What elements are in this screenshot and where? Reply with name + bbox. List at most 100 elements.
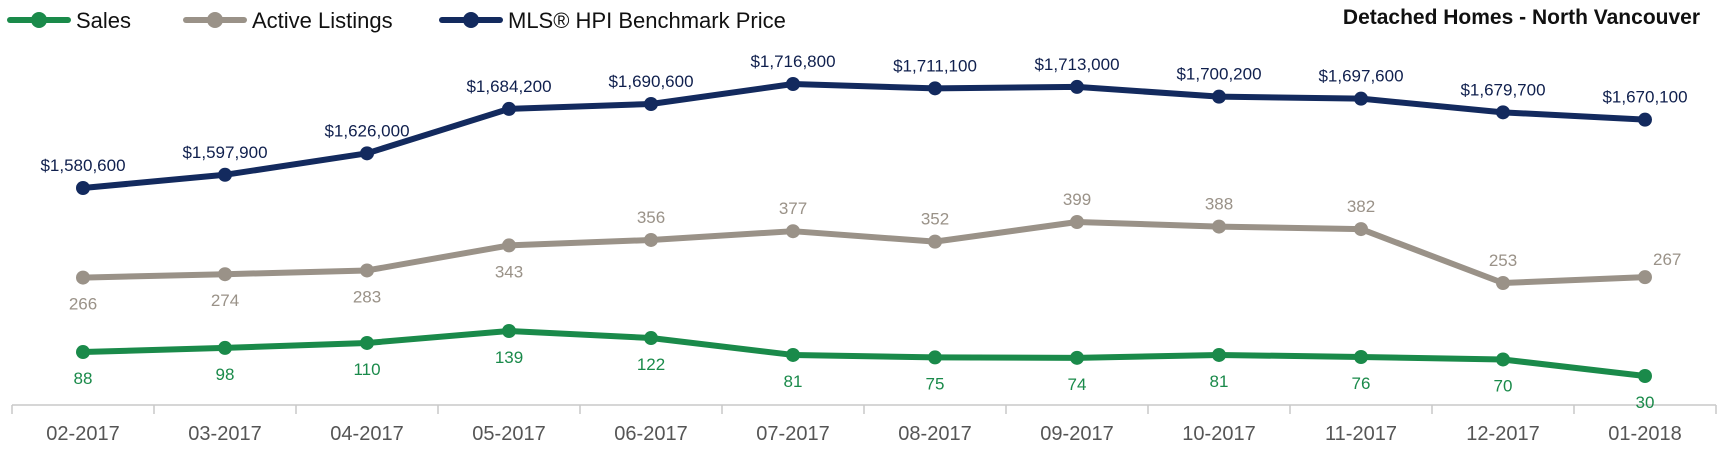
legend-item-mls-hpi-benchmark-price: MLS® HPI Benchmark Price bbox=[439, 8, 786, 33]
data-point bbox=[76, 181, 90, 195]
data-point bbox=[928, 350, 942, 365]
data-label: 98 bbox=[216, 365, 235, 384]
data-label: 377 bbox=[779, 199, 807, 218]
x-tick-label: 02-2017 bbox=[46, 423, 119, 445]
data-point bbox=[928, 81, 942, 96]
x-axis: 02-2017 03-2017 04-2017 05-2017 06-2017 07-20… bbox=[11, 404, 1717, 445]
legend-swatch-marker bbox=[463, 12, 479, 28]
x-tick-label: 09-2017 bbox=[1040, 423, 1113, 445]
data-point bbox=[644, 97, 658, 112]
x-tick-label: 07-2017 bbox=[756, 423, 829, 445]
series-line-sales bbox=[80, 328, 1648, 379]
data-point bbox=[218, 340, 232, 355]
data-label: $1,713,000 bbox=[1034, 55, 1119, 74]
data-point bbox=[644, 232, 658, 247]
data-label: 382 bbox=[1347, 197, 1375, 216]
data-label: $1,679,700 bbox=[1460, 80, 1545, 99]
data-point bbox=[1496, 105, 1510, 120]
x-tick-label: 11-2017 bbox=[1325, 423, 1397, 445]
data-label: 88 bbox=[74, 369, 93, 388]
data-point bbox=[1070, 350, 1084, 365]
data-point bbox=[1070, 79, 1084, 94]
data-label: 388 bbox=[1205, 195, 1233, 214]
x-tick-label: 10-2017 bbox=[1182, 423, 1255, 445]
data-label: $1,716,800 bbox=[750, 52, 835, 71]
x-tick-label: 06-2017 bbox=[614, 423, 687, 445]
legend-item-active-listings: Active Listings bbox=[183, 8, 393, 33]
x-tick-label: 08-2017 bbox=[898, 423, 971, 445]
data-point bbox=[1212, 219, 1226, 234]
data-label: 343 bbox=[495, 262, 523, 281]
data-point bbox=[1212, 347, 1226, 362]
data-point bbox=[360, 335, 374, 350]
data-point bbox=[76, 270, 90, 285]
data-label: $1,597,900 bbox=[182, 143, 267, 162]
data-label: 399 bbox=[1063, 190, 1091, 209]
data-point bbox=[1354, 350, 1368, 365]
data-label: $1,580,600 bbox=[40, 156, 125, 175]
legend-swatch-marker bbox=[207, 12, 223, 28]
data-point bbox=[1638, 369, 1652, 383]
legend-label: MLS® HPI Benchmark Price bbox=[508, 8, 786, 33]
data-point bbox=[360, 146, 374, 161]
series-sales: 88 98 110 139 122 81 75 74 81 76 70 30 bbox=[74, 324, 1655, 412]
series-line-mls-hpi-benchmark-price bbox=[80, 81, 1648, 191]
legend-label: Sales bbox=[76, 8, 131, 33]
data-point bbox=[1354, 91, 1368, 106]
data-label: 70 bbox=[1494, 376, 1513, 395]
data-point bbox=[502, 324, 516, 338]
data-point bbox=[1496, 276, 1510, 290]
data-point bbox=[1212, 89, 1226, 104]
data-point bbox=[360, 263, 374, 278]
data-point bbox=[644, 331, 658, 346]
data-point bbox=[786, 224, 800, 239]
data-label: 267 bbox=[1653, 250, 1681, 269]
data-label: 283 bbox=[353, 287, 381, 306]
series-layer: 88 98 110 139 122 81 75 74 81 76 70 30 266 274 283 343 3… bbox=[40, 52, 1687, 412]
data-point bbox=[786, 77, 800, 91]
data-label: 81 bbox=[1210, 372, 1229, 391]
data-label: $1,626,000 bbox=[324, 121, 409, 140]
data-point bbox=[502, 238, 516, 253]
data-point bbox=[1070, 215, 1084, 229]
data-label: $1,697,600 bbox=[1318, 67, 1403, 86]
series-mls-hpi-benchmark-price: $1,580,600 $1,597,900 $1,626,000 $1,684,200… bbox=[40, 52, 1688, 195]
legend-item-sales: Sales bbox=[7, 8, 131, 33]
data-point bbox=[1638, 270, 1652, 285]
legend: Sales Active Listings MLS® HPI Benchmark P… bbox=[7, 8, 786, 33]
data-label: 75 bbox=[926, 374, 945, 393]
chart-title: Detached Homes - North Vancouver bbox=[1343, 6, 1700, 29]
data-label: 76 bbox=[1352, 374, 1371, 393]
data-label: 352 bbox=[921, 210, 949, 229]
data-label: 139 bbox=[495, 348, 523, 367]
data-point bbox=[76, 345, 90, 360]
x-tick-label: 12-2017 bbox=[1466, 423, 1539, 445]
data-label: $1,700,200 bbox=[1176, 65, 1261, 84]
legend-swatch-marker bbox=[31, 12, 47, 28]
data-label: 266 bbox=[69, 295, 97, 314]
x-tick-label: 03-2017 bbox=[188, 423, 261, 445]
data-point bbox=[218, 267, 232, 282]
data-label: 253 bbox=[1489, 251, 1517, 270]
data-point bbox=[928, 234, 942, 249]
data-point bbox=[218, 167, 232, 182]
data-point bbox=[1354, 222, 1368, 237]
x-tick-label: 05-2017 bbox=[472, 423, 545, 445]
series-active-listings: 266 274 283 343 356 377 352 399 388 382 253 267 bbox=[69, 190, 1682, 314]
data-label: 356 bbox=[637, 208, 665, 227]
data-label: 122 bbox=[637, 355, 665, 374]
data-label: 30 bbox=[1636, 393, 1655, 412]
data-label: 74 bbox=[1068, 375, 1087, 394]
data-label: 110 bbox=[353, 360, 380, 379]
data-label: 81 bbox=[784, 372, 803, 391]
data-label: $1,670,100 bbox=[1602, 88, 1687, 107]
data-label: 274 bbox=[211, 291, 239, 310]
legend-label: Active Listings bbox=[252, 8, 393, 33]
data-label: $1,711,100 bbox=[893, 56, 977, 75]
data-point bbox=[1638, 112, 1652, 127]
data-label: $1,690,600 bbox=[608, 72, 693, 91]
data-point bbox=[502, 101, 516, 116]
series-line-active-listings bbox=[80, 219, 1648, 286]
data-label: $1,684,200 bbox=[466, 77, 551, 96]
